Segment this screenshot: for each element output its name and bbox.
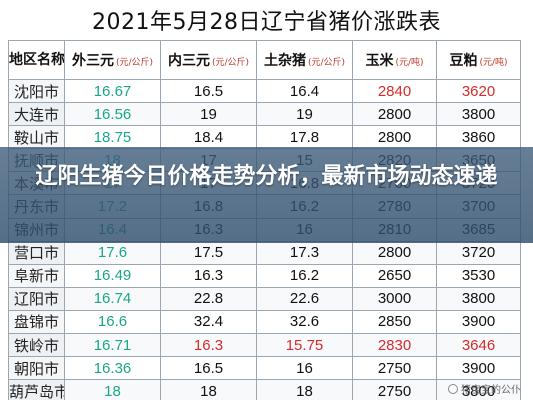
cell-misc: 18 <box>256 379 353 400</box>
cell-corn: 2800 <box>352 240 437 265</box>
cell-inner: 16.5 <box>160 78 257 104</box>
watermark-icon <box>448 384 458 394</box>
table-row: 营口市 17.6 17.5 17.3 2800 3720 <box>8 240 521 265</box>
cell-soy: 3646 <box>436 333 521 358</box>
cell-region: 辽阳市 <box>8 286 65 311</box>
cell-corn: 2830 <box>352 333 437 358</box>
cell-corn: 2800 <box>352 125 437 150</box>
cell-misc: 16.2 <box>256 263 353 288</box>
headline-text: 辽阳生猪今日价格走势分析，最新市场动态速递 <box>35 164 498 189</box>
cell-region: 大连市 <box>8 102 65 127</box>
cell-soy: 3800 <box>436 102 521 127</box>
table-row: 大连市 16.56 19 19 2800 3800 <box>8 102 521 127</box>
page-title: 2021年5月28日辽宁省猪价涨跌表 <box>92 10 441 35</box>
cell-region: 鞍山市 <box>8 125 65 150</box>
cell-outer: 17.6 <box>64 240 161 265</box>
cell-inner: 18 <box>160 379 257 400</box>
cell-soy: 3720 <box>436 240 521 265</box>
cell-corn: 3000 <box>352 286 437 311</box>
cell-corn: 2750 <box>352 379 437 400</box>
cell-corn: 2650 <box>352 263 437 288</box>
table-row: 辽阳市 16.74 22.8 22.6 3000 3800 <box>8 286 521 311</box>
table-row: 鞍山市 18.75 18.4 17.8 2800 3860 <box>8 125 521 150</box>
table-row: 铁岭市 16.71 16.3 15.75 2830 3646 <box>8 333 521 358</box>
cell-outer: 16.49 <box>64 263 161 288</box>
cell-misc: 19 <box>256 102 353 127</box>
cell-misc: 16 <box>256 356 353 381</box>
cell-outer: 16.67 <box>64 78 161 104</box>
table-row: 朝阳市 16.36 16.5 16 2750 3900 <box>8 356 521 381</box>
cell-region: 沈阳市 <box>8 78 65 104</box>
cell-region: 铁岭市 <box>8 333 65 358</box>
cell-inner: 16.5 <box>160 356 257 381</box>
cell-outer: 16.74 <box>64 286 161 311</box>
cell-soy: 3860 <box>436 125 521 150</box>
table-row: 沈阳市 16.67 16.5 16.4 2840 3620 <box>8 78 521 104</box>
cell-region: 葫芦岛市 <box>8 379 65 400</box>
cell-soy: 3900 <box>436 309 521 335</box>
cell-inner: 32.4 <box>160 309 257 335</box>
headline-banner <box>0 147 533 243</box>
cell-corn: 2750 <box>352 356 437 381</box>
cell-outer: 16.56 <box>64 102 161 127</box>
header-soymeal: 豆粕 (元/吨) <box>436 40 521 80</box>
table-header-row: 地区名称 外三元 (元/公斤) 内三元 (元/公斤) 土杂猪 (元/公斤) 玉米 (元/… <box>8 40 521 80</box>
cell-region: 朝阳市 <box>8 356 65 381</box>
header-inner-three: 内三元 (元/公斤) <box>160 40 257 80</box>
header-region: 地区名称 <box>8 40 65 80</box>
cell-inner: 18.4 <box>160 125 257 150</box>
cell-soy: 3620 <box>436 78 521 104</box>
table-row: 阜新市 16.49 16.3 16.2 2650 3530 <box>8 263 521 288</box>
cell-soy: 3530 <box>436 263 521 288</box>
cell-misc: 17.8 <box>256 125 353 150</box>
header-outer-three: 外三元 (元/公斤) <box>64 40 161 80</box>
cell-inner: 22.8 <box>160 286 257 311</box>
cell-outer: 16.71 <box>64 333 161 358</box>
watermark: 猪宝宝的公仆 <box>448 381 521 396</box>
cell-outer: 16.36 <box>64 356 161 381</box>
cell-outer: 18 <box>64 379 161 400</box>
cell-misc: 15.75 <box>256 333 353 358</box>
cell-inner: 19 <box>160 102 257 127</box>
cell-misc: 16.4 <box>256 78 353 104</box>
cell-region: 盘锦市 <box>8 309 65 335</box>
cell-misc: 22.6 <box>256 286 353 311</box>
cell-inner: 17.5 <box>160 240 257 265</box>
cell-corn: 2840 <box>352 78 437 104</box>
table-row: 盘锦市 16.6 32.4 32.6 2850 3900 <box>8 309 521 335</box>
cell-soy: 3800 <box>436 286 521 311</box>
cell-soy: 3900 <box>436 356 521 381</box>
cell-inner: 16.3 <box>160 333 257 358</box>
cell-inner: 16.3 <box>160 263 257 288</box>
header-corn: 玉米 (元/吨) <box>352 40 437 80</box>
watermark-text: 猪宝宝的公仆 <box>461 385 521 396</box>
cell-corn: 2850 <box>352 309 437 335</box>
cell-misc: 17.3 <box>256 240 353 265</box>
table-row: 葫芦岛市 18 18 18 2750 3800 <box>8 379 521 400</box>
cell-region: 阜新市 <box>8 263 65 288</box>
cell-outer: 16.6 <box>64 309 161 335</box>
cell-soy: 3800 <box>436 379 521 400</box>
cell-misc: 32.6 <box>256 309 353 335</box>
cell-corn: 2800 <box>352 102 437 127</box>
header-local-pig: 土杂猪 (元/公斤) <box>256 40 353 80</box>
cell-region: 营口市 <box>8 240 65 265</box>
cell-outer: 18.75 <box>64 125 161 150</box>
